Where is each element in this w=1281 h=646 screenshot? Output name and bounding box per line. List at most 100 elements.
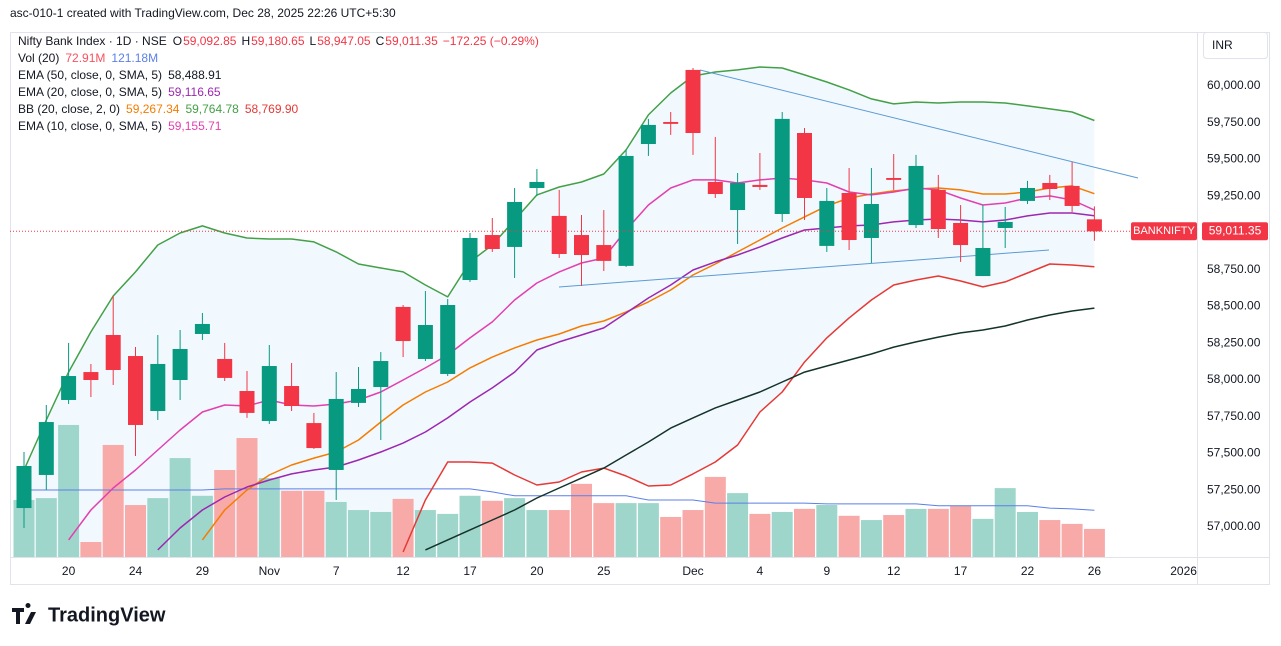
ohlc-value: 59,180.65 [251,34,305,48]
candle-body [863,204,879,238]
candle-body [105,335,121,370]
volume-bar [637,503,659,557]
volume-bar [392,498,414,557]
volume-bar [682,510,704,557]
x-tick-label: 20 [62,564,76,578]
volume-bar [147,498,169,557]
symbol-tag-box [1131,222,1197,241]
y-tick-label: 57,250.00 [1207,482,1261,496]
ohlc-key: O [173,34,182,48]
volume-bar [169,458,191,557]
volume-bar [548,510,570,557]
brand-logo: TradingView [12,603,166,626]
volume-bar [303,490,325,557]
x-tick-label: 7 [333,564,340,578]
last-price-box [1202,222,1268,241]
y-tick-label: 57,750.00 [1207,409,1261,423]
volume-bar [191,495,213,557]
candle-body [640,124,656,145]
last-price-label: 59,011.35 [1209,223,1262,237]
legend-value: 58,488.91 [168,68,222,82]
ohlc-key: L [310,34,317,48]
candle-body [975,247,991,277]
brand: TradingView [48,604,166,626]
candle-body [61,376,77,400]
candle-body [618,155,634,266]
volume-bar [214,469,236,557]
logo-icon [12,603,36,624]
volume-bar [370,511,392,557]
candle-body [194,323,210,334]
x-tick-label: 9 [823,564,830,578]
volume-bar [504,498,526,557]
currency: INR [1212,38,1233,52]
candle-body [507,201,523,247]
candle-body [574,235,589,256]
volume-bar [481,500,503,557]
volume-bar [414,510,436,557]
candle-body [774,118,790,215]
legend-value: 59,764.78 [185,102,239,116]
candle-body [685,69,701,134]
volume-bar [80,541,102,557]
y-tick-label: 58,750.00 [1207,262,1261,276]
volume-bar [994,488,1016,557]
y-tick-label: 57,500.00 [1207,446,1261,460]
currency-box[interactable] [1203,32,1268,59]
volume-bar [325,501,347,557]
x-tick-label: 29 [196,564,210,578]
volume-bar [437,513,459,557]
legend-name: EMA (10, close, 0, SMA, 5) [18,119,162,133]
volume-bar [593,503,615,557]
ohlc-key: H [241,34,250,48]
volume-bar [13,500,35,557]
candle-body [484,235,500,249]
candle-body [239,391,255,413]
x-tick-label: 17 [463,564,477,578]
volume-bar [727,493,749,557]
x-tick-label: 2026 [1170,564,1197,578]
candle-body [351,388,366,403]
ohlc-value: 59,011.35 [385,34,438,48]
drawings [558,69,1139,288]
candle-body [930,189,946,230]
chart-title: Nifty Bank Index · 1D · NSE [18,34,167,48]
volume-bar [459,495,481,557]
volume-bar [348,510,369,557]
candle-body [417,325,433,359]
volume-bar [749,513,771,557]
volume-bar [35,498,57,557]
y-tick-label: 58,000.00 [1207,372,1261,386]
volume-ma-line [24,488,1095,511]
bb-basis-line [201,185,1095,541]
ohlc-value: 59,092.85 [183,34,237,48]
candle-body [38,422,54,475]
volume-bar [526,510,548,557]
volume-bar [125,505,146,557]
volume-bar [615,503,637,557]
candle-body [128,356,143,425]
x-tick-label: 4 [757,564,764,578]
volume-bar [1083,528,1105,557]
volume-bar [58,424,80,557]
volume-bar [883,515,905,557]
y-tick-label: 57,000.00 [1207,519,1261,533]
candle-body [284,386,300,407]
candle-body [819,200,835,246]
candle-body [83,372,99,380]
x-tick-label: 22 [1021,564,1035,578]
candle-body [797,133,812,198]
candle-body [730,182,746,211]
candle-body [373,361,389,388]
x-tick-label: 12 [887,564,901,578]
volume-bar [1039,520,1061,557]
candle-body [1086,219,1102,232]
legend-value: 72.91M [65,51,105,65]
candle-body [752,184,768,187]
volume-bar [236,438,258,557]
volume-bar [281,490,303,557]
bb-lower-line [402,263,1095,553]
x-tick-label: Dec [682,564,703,578]
